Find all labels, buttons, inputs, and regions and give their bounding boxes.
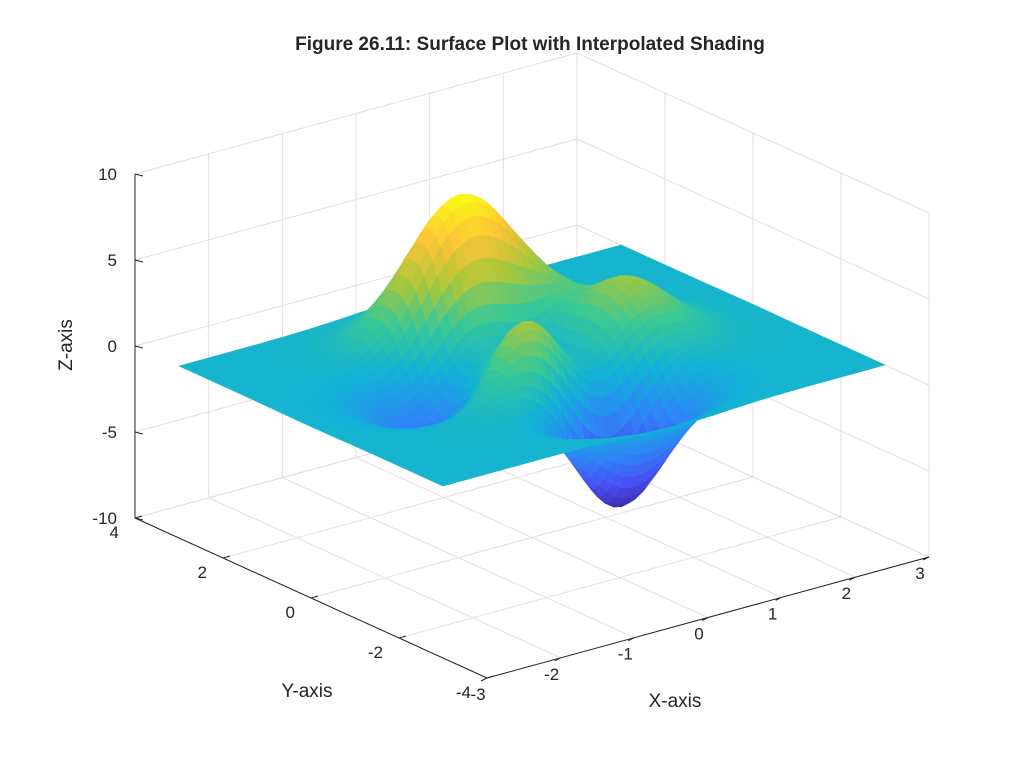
y-tick-label: 2 — [198, 563, 207, 582]
z-tick-label: 5 — [108, 251, 117, 270]
y-tick-mark — [134, 515, 143, 519]
chart-title: Figure 26.11: Surface Plot with Interpol… — [295, 34, 765, 55]
z-tick-mark — [134, 431, 144, 435]
z-tick-mark — [134, 345, 144, 349]
x-tick-label: 1 — [768, 604, 777, 623]
z-tick-mark — [134, 173, 144, 177]
y-tick-label: -4 — [456, 683, 471, 702]
z-tick-label: -10 — [92, 509, 117, 528]
side-wall-grid-z — [576, 52, 930, 214]
back-wall-grid-z — [134, 52, 578, 175]
axes — [134, 173, 930, 682]
x-tick-mark — [775, 596, 782, 601]
y-axis-label: Y-axis — [281, 681, 332, 702]
y-tick-label: -2 — [368, 643, 383, 662]
x-axis-label: X-axis — [649, 691, 702, 712]
x-tick-label: -3 — [470, 685, 485, 704]
x-tick-label: 0 — [694, 625, 703, 644]
x-tick-mark — [628, 637, 635, 642]
y-tick-mark — [398, 635, 407, 639]
side-wall-grid-z — [576, 138, 930, 300]
z-axis-label: Z-axis — [56, 319, 77, 371]
x-tick-label: -1 — [618, 645, 633, 664]
z-tick-label: 10 — [98, 165, 117, 184]
x-tick-label: 3 — [915, 564, 924, 583]
y-tick-mark — [222, 555, 231, 559]
y-tick-label: 4 — [110, 523, 119, 542]
back-wall-grid-z — [134, 138, 578, 261]
z-tick-label: -5 — [102, 423, 117, 442]
y-tick-mark — [310, 595, 319, 599]
z-tick-mark — [134, 259, 144, 263]
y-tick-label: 0 — [286, 603, 295, 622]
x-tick-mark — [922, 556, 930, 561]
x-tick-mark — [701, 617, 709, 621]
x-tick-mark — [849, 576, 856, 581]
surface — [178, 194, 886, 508]
z-tick-mark — [134, 517, 144, 521]
floor-grid-y — [310, 476, 754, 599]
x-tick-mark — [554, 657, 561, 662]
x-tick-label: 2 — [842, 584, 851, 603]
floor-grid-y — [398, 516, 842, 639]
x-tick-mark — [480, 677, 488, 682]
y-tick-mark — [486, 675, 495, 679]
z-tick-label: 0 — [108, 337, 117, 356]
x-tick-label: -2 — [544, 665, 559, 684]
surface-patch — [437, 481, 452, 487]
